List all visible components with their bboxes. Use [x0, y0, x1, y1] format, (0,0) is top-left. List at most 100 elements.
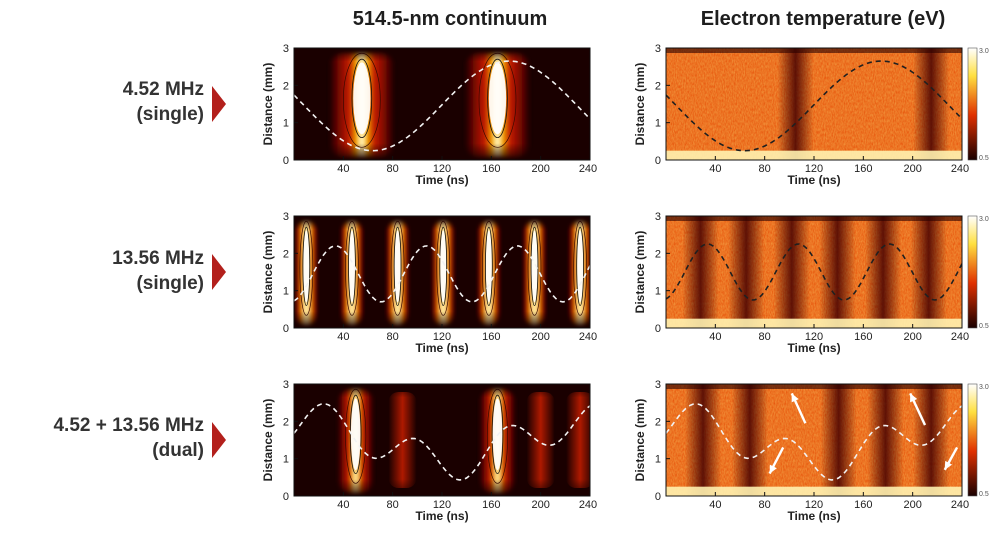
- x-tick-label: 80: [759, 499, 771, 511]
- heatmap-panel-continuum-dual: 40 80 120 160 200 240 0 1 2 3 Time (ns) Distance (m…: [261, 379, 597, 523]
- colorbar-max-label: 3.0: [979, 216, 989, 223]
- y-tick-label: 1: [283, 118, 289, 130]
- heatmap-panel-te-dual: 40 80 120 160 200 240 0 1 2 3 Time (ns) Distance (m…: [633, 379, 989, 523]
- y-tick-label: 2: [655, 416, 661, 428]
- y-tick-label: 3: [655, 379, 661, 391]
- y-tick-label: 3: [655, 211, 661, 223]
- row-label-4-52: 4.52 MHz (single): [0, 77, 204, 127]
- row-label-line: (single): [136, 273, 204, 294]
- x-tick-label: 80: [759, 331, 771, 343]
- low-temperature-band: [820, 384, 857, 496]
- y-tick-label: 2: [283, 416, 289, 428]
- y-tick-label: 3: [283, 43, 289, 55]
- rf-voltage-dashed-line: [666, 60, 962, 152]
- low-temperature-band: [913, 48, 950, 160]
- x-tick-label: 160: [482, 163, 500, 175]
- low-temperature-band: [777, 48, 814, 160]
- x-tick-label: 120: [805, 499, 823, 511]
- y-tick-label: 0: [283, 323, 289, 335]
- colorbar: [967, 47, 978, 161]
- x-axis-label: Time (ns): [415, 341, 468, 355]
- x-tick-label: 120: [433, 331, 451, 343]
- low-temperature-band: [685, 384, 721, 496]
- y-tick-label: 1: [655, 286, 661, 298]
- x-tick-label: 40: [337, 499, 349, 511]
- row-label-line: 13.56 MHz: [112, 248, 204, 269]
- y-axis-label: Distance (mm): [633, 231, 647, 314]
- x-tick-label: 200: [903, 499, 921, 511]
- row-label-line: (dual): [152, 440, 204, 461]
- row-label-line: 4.52 MHz: [122, 79, 204, 100]
- x-tick-label: 160: [854, 331, 872, 343]
- colorbar: [967, 383, 978, 497]
- x-tick-label: 40: [337, 163, 349, 175]
- x-tick-label: 80: [759, 163, 771, 175]
- x-tick-label: 40: [337, 331, 349, 343]
- x-tick-label: 240: [951, 499, 969, 511]
- rf-voltage-dashed-line: [294, 60, 590, 152]
- annotation-arrowhead: [910, 393, 918, 403]
- x-tick-label: 200: [531, 331, 549, 343]
- x-tick-label: 40: [709, 331, 721, 343]
- y-axis-label: Distance (mm): [633, 399, 647, 482]
- x-tick-label: 160: [482, 331, 500, 343]
- y-tick-label: 3: [655, 43, 661, 55]
- low-temperature-band: [865, 216, 902, 328]
- y-tick-label: 0: [283, 155, 289, 167]
- row-label-line: (single): [136, 104, 204, 125]
- colorbar-max-label: 3.0: [979, 48, 989, 55]
- y-axis-label: Distance (mm): [261, 231, 275, 314]
- x-axis-label: Time (ns): [787, 173, 840, 187]
- x-tick-label: 200: [531, 163, 549, 175]
- x-tick-label: 240: [951, 331, 969, 343]
- y-tick-label: 3: [283, 211, 289, 223]
- x-tick-label: 80: [387, 163, 399, 175]
- electrode-edge: [666, 318, 962, 328]
- x-tick-label: 200: [903, 331, 921, 343]
- x-tick-label: 240: [579, 331, 597, 343]
- rf-voltage-dashed-line: [666, 243, 962, 301]
- y-axis-label: Distance (mm): [261, 399, 275, 482]
- y-tick-label: 1: [655, 118, 661, 130]
- x-axis-label: Time (ns): [415, 173, 468, 187]
- annotation-arrowhead: [791, 393, 799, 403]
- row-arrow-icon: [212, 254, 226, 290]
- low-temperature-band: [682, 216, 719, 328]
- colorbar-min-label: 0.5: [979, 491, 989, 498]
- x-tick-label: 240: [579, 499, 597, 511]
- y-tick-label: 2: [283, 80, 289, 92]
- row-label-dual: 4.52 + 13.56 MHz (dual): [0, 413, 204, 463]
- y-tick-label: 0: [655, 323, 661, 335]
- colorbar: [967, 215, 978, 329]
- edge-fade: [666, 216, 962, 221]
- y-tick-label: 2: [655, 80, 661, 92]
- heatmap-panel-te-4.52: 40 80 120 160 200 240 0 1 2 3 Time (ns) Distance (m…: [633, 43, 989, 187]
- x-tick-label: 120: [805, 331, 823, 343]
- y-axis-label: Distance (mm): [261, 63, 275, 146]
- low-temperature-band: [913, 384, 950, 496]
- column-title-continuum: 514.5-nm continuum: [352, 8, 548, 30]
- y-axis-label: Distance (mm): [633, 63, 647, 146]
- x-tick-label: 40: [709, 163, 721, 175]
- row-arrow-icon: [212, 86, 226, 122]
- column-title-electron-temperature: Electron temperature (eV): [700, 8, 946, 30]
- colorbar-max-label: 3.0: [979, 384, 989, 391]
- x-tick-label: 120: [433, 499, 451, 511]
- low-temperature-band: [731, 384, 768, 496]
- row-label-13-56: 13.56 MHz (single): [0, 246, 204, 296]
- colorbar-min-label: 0.5: [979, 323, 989, 330]
- y-tick-label: 0: [655, 155, 661, 167]
- rf-voltage-dashed-line: [294, 245, 590, 303]
- low-temperature-band: [867, 384, 904, 496]
- y-tick-label: 3: [283, 379, 289, 391]
- x-tick-label: 40: [709, 499, 721, 511]
- edge-fade: [666, 384, 962, 389]
- x-tick-label: 160: [854, 163, 872, 175]
- colorbar-min-label: 0.5: [979, 155, 989, 162]
- y-tick-label: 1: [283, 286, 289, 298]
- row-arrow-icon: [212, 422, 226, 458]
- low-temperature-band: [819, 216, 856, 328]
- x-tick-label: 200: [903, 163, 921, 175]
- annotation-arrowhead: [944, 460, 953, 470]
